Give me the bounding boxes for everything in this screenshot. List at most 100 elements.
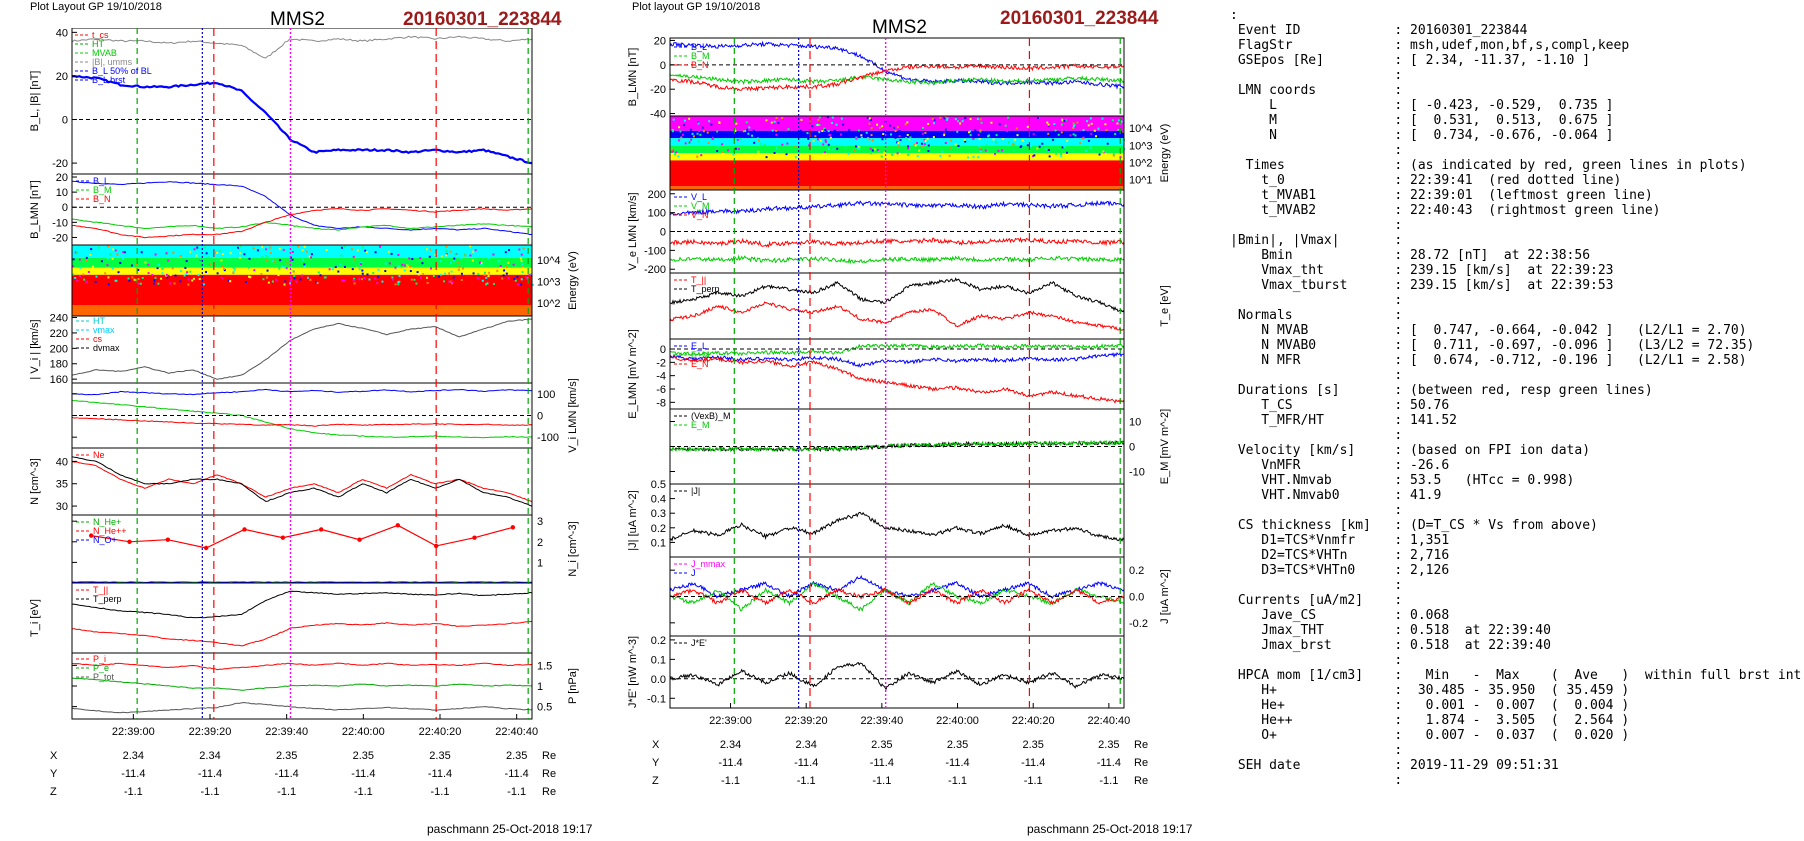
legend-entry: E_N — [674, 359, 709, 369]
spectrogram-speck — [829, 136, 832, 139]
panel-2: 10^2 10^3 10^4 Energy (eV) — [71, 244, 579, 317]
spectrogram-speck — [716, 144, 719, 147]
spectrogram-speck — [301, 274, 304, 277]
position-row-label: X — [50, 750, 58, 762]
spectrogram-speck — [926, 137, 929, 140]
spectrogram-speck — [205, 252, 208, 255]
spectrogram-speck — [944, 128, 947, 131]
spectrogram-speck — [221, 265, 224, 268]
info-line: t_0 : 22:39:41 (red dotted line) — [1230, 173, 1622, 188]
spectrogram-speck — [189, 270, 192, 273]
legend-entry: T_|| — [76, 585, 108, 595]
spectrogram-speck — [734, 130, 737, 133]
spectrogram-speck — [959, 122, 962, 125]
series-line-T_perp — [71, 590, 533, 619]
legend-label: cs — [93, 334, 103, 344]
spectrogram-speck — [1104, 142, 1107, 145]
spectrogram-speck — [351, 261, 354, 264]
position-value: -1.1 — [124, 786, 143, 798]
data-point — [88, 533, 94, 538]
spectrogram-speck — [448, 280, 451, 283]
spectrogram-speck — [979, 150, 982, 153]
spectrogram-speck — [286, 262, 289, 265]
spectrogram-speck — [753, 141, 756, 144]
spectrogram-speck — [978, 147, 981, 150]
spectrogram-speck — [160, 277, 163, 280]
info-line: |Bmin|, |Vmax| : — [1230, 233, 1403, 248]
spectrogram-speck — [191, 279, 194, 282]
spectrogram-speck — [1061, 146, 1064, 149]
spectrogram-speck — [407, 265, 410, 268]
series-line-B_L — [71, 180, 533, 236]
legend-entry: B_L — [76, 176, 109, 186]
spectrogram-speck — [1063, 145, 1066, 148]
spectrogram-speck — [1093, 129, 1096, 132]
spectrogram-speck — [154, 257, 157, 260]
spectrogram-speck — [817, 118, 820, 121]
panel-0: -20 0 20 40 B_L, |B| [nT] — [29, 28, 533, 175]
spectrogram-speck — [366, 273, 369, 276]
position-value: -11.4 — [870, 757, 894, 769]
spectrogram-speck — [721, 151, 724, 154]
spectrogram-speck — [374, 251, 377, 254]
series-line-|B| — [71, 35, 533, 59]
spectrogram-speck — [1119, 156, 1122, 159]
spectrogram-speck — [702, 130, 705, 133]
spectrogram-speck — [1104, 123, 1107, 126]
spectrogram-speck — [265, 271, 268, 274]
spectrogram-speck — [243, 253, 246, 256]
spectrogram-speck — [130, 264, 133, 267]
spectrogram-speck — [950, 146, 953, 149]
spectrogram-speck — [848, 128, 851, 131]
spectrogram-speck — [685, 133, 688, 136]
spectrogram-speck — [141, 277, 144, 280]
spectrogram-speck — [137, 268, 140, 271]
spectrogram-speck — [198, 278, 201, 281]
spectrogram-speck — [868, 117, 871, 120]
spectrogram-speck — [275, 278, 278, 281]
y-tick-label: -4 — [656, 371, 666, 383]
spectrogram-speck — [453, 257, 456, 260]
legend-entry: vmax — [76, 325, 115, 335]
spectrogram-speck — [138, 282, 141, 285]
spectrogram-speck — [376, 276, 379, 279]
spectrogram-speck — [480, 261, 483, 264]
spectrogram-speck — [979, 130, 982, 133]
spectrogram-speck — [263, 249, 266, 252]
info-line: : — [1230, 368, 1403, 383]
spectrogram-speck — [504, 251, 507, 254]
spectrogram-speck — [78, 258, 81, 261]
spectrogram-speck — [232, 270, 235, 273]
y-tick-label: 200 — [648, 189, 666, 201]
spectrogram-speck — [358, 268, 361, 271]
spectrogram-speck — [1063, 119, 1066, 122]
series-line-T_|| — [72, 621, 533, 647]
spectrogram-speck — [183, 274, 186, 277]
spectrogram-speck — [824, 139, 827, 142]
spectrogram-speck — [869, 147, 872, 150]
spectrogram-speck — [114, 249, 117, 252]
spectrogram-speck — [421, 262, 424, 265]
spectrogram-speck — [106, 264, 109, 267]
spectrogram-speck — [483, 260, 486, 263]
spectrogram-speck — [1004, 124, 1007, 127]
position-value: -1.1 — [277, 786, 296, 798]
spectrogram-speck — [824, 129, 827, 132]
position-value: -1.1 — [201, 786, 220, 798]
position-value: -1.1 — [948, 775, 967, 787]
spectrogram-speck — [969, 118, 972, 121]
position-value: -11.4 — [1021, 757, 1045, 769]
spectrogram-speck — [827, 148, 830, 151]
spectrogram-speck — [1079, 142, 1082, 145]
spectrogram-speck — [775, 133, 778, 136]
spectrogram-speck — [439, 260, 442, 263]
spectrogram-speck — [692, 135, 695, 138]
panel-6: 1 2 3 N_i [cm^-3] — [71, 514, 579, 584]
y-axis-label: Energy (eV) — [1159, 124, 1171, 183]
spectrogram-speck — [460, 272, 463, 275]
spectrogram-speck — [77, 269, 80, 272]
spectrogram-speck — [518, 248, 521, 251]
info-line: He+ : 0.001 - 0.007 ( 0.004 ) — [1230, 698, 1630, 713]
spectrogram-speck — [950, 139, 953, 142]
spectrogram-speck — [440, 255, 443, 258]
